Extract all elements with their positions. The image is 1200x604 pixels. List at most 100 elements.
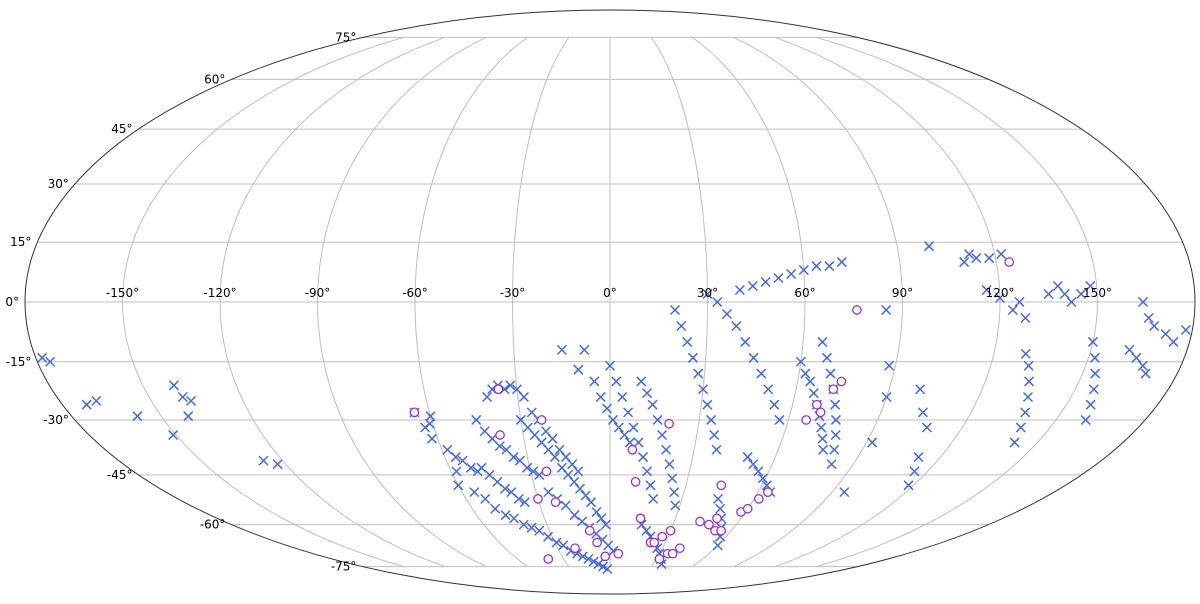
cross-marker [709, 429, 720, 441]
circle-marker [801, 415, 812, 425]
cross-marker [596, 513, 607, 524]
circle-marker [600, 551, 611, 562]
y-tick-label: 45° [111, 122, 132, 136]
circle-marker [654, 554, 665, 564]
cross-marker [811, 261, 822, 272]
cross-marker [774, 414, 785, 425]
cross-marker [795, 356, 806, 367]
y-tick-label: 30° [48, 177, 69, 191]
circle-marker [613, 548, 624, 559]
cross-marker [580, 490, 591, 501]
cross-marker [617, 391, 628, 403]
cross-marker [1066, 296, 1077, 308]
cross-marker [513, 493, 524, 504]
cross-marker [740, 336, 751, 347]
cross-marker [1015, 422, 1026, 433]
cross-marker [747, 280, 758, 292]
cross-marker [641, 525, 652, 536]
cross-marker [518, 391, 529, 403]
cross-marker [607, 414, 619, 425]
cross-marker [652, 414, 663, 425]
cross-marker [923, 241, 935, 252]
cross-marker [1059, 288, 1070, 300]
circle-marker [716, 525, 726, 536]
projection-boundary [24, 9, 1196, 595]
cross-marker [569, 510, 580, 521]
y-tick-label: 75° [335, 30, 356, 44]
x-tick-label: 30° [697, 286, 718, 300]
cross-marker [574, 483, 586, 494]
meridian-line [733, 36, 904, 568]
cross-marker [734, 284, 745, 296]
cross-marker [721, 308, 732, 320]
cross-marker [816, 422, 827, 433]
circle-marker [742, 503, 753, 514]
cross-marker [682, 336, 693, 347]
y-tick-label: -15° [6, 355, 32, 369]
cross-marker [711, 444, 722, 455]
cross-marker [1140, 368, 1151, 379]
y-tick-label: 60° [204, 72, 225, 86]
circle-marker [541, 466, 552, 477]
circle-marker [716, 480, 727, 491]
y-tick-label: -45° [107, 468, 133, 482]
cross-marker [1020, 348, 1031, 359]
cross-marker [669, 304, 681, 316]
cross-marker [748, 352, 759, 363]
cross-marker [522, 462, 533, 473]
cross-marker [647, 399, 658, 410]
cross-marker [556, 344, 567, 355]
cross-marker [442, 444, 453, 455]
cross-marker [1137, 360, 1148, 371]
circle-marker [635, 513, 646, 524]
cross-marker [1085, 399, 1096, 410]
cross-marker [836, 257, 847, 268]
circle-marker [409, 407, 420, 418]
cross-marker [763, 384, 774, 395]
x-tick-label: -150° [106, 286, 139, 300]
cross-marker [593, 559, 604, 570]
cross-marker [1076, 288, 1087, 300]
cross-marker [258, 455, 269, 466]
cross-marker [1023, 360, 1034, 371]
circle-marker [753, 494, 764, 504]
cross-marker [1024, 376, 1035, 387]
cross-marker [712, 540, 723, 551]
cross-marker [490, 503, 501, 514]
meridian-line [511, 37, 570, 567]
cross-marker [642, 466, 653, 477]
cross-marker [91, 395, 102, 406]
cross-marker [186, 395, 197, 406]
circle-marker [815, 407, 826, 418]
cross-marker [731, 320, 742, 332]
cross-marker [830, 429, 841, 441]
cross-marker [1080, 414, 1091, 425]
cross-marker [628, 422, 639, 433]
cross-marker [500, 510, 511, 521]
y-tick-label: -75° [331, 560, 357, 574]
cross-marker [457, 455, 468, 466]
cross-marker [712, 493, 724, 504]
circle-marker-series [409, 257, 1015, 564]
circle-marker [667, 548, 678, 559]
cross-marker [1085, 280, 1096, 292]
cross-marker [818, 444, 829, 455]
cross-marker [867, 437, 878, 448]
cross-marker [573, 466, 584, 477]
cross-marker [1131, 352, 1142, 363]
cross-marker [805, 376, 816, 387]
cross-marker [453, 480, 464, 491]
meridian-line [774, 36, 1001, 568]
cross-marker [884, 360, 895, 371]
cross-marker [642, 388, 653, 399]
circle-marker [592, 537, 602, 548]
cross-marker [1137, 296, 1149, 308]
cross-marker [829, 444, 840, 455]
cross-marker [482, 391, 493, 403]
cross-marker [964, 249, 975, 260]
circle-marker [675, 543, 685, 554]
y-tick-label: 0° [5, 295, 19, 309]
cross-marker [1007, 304, 1018, 316]
cross-marker [583, 553, 594, 565]
